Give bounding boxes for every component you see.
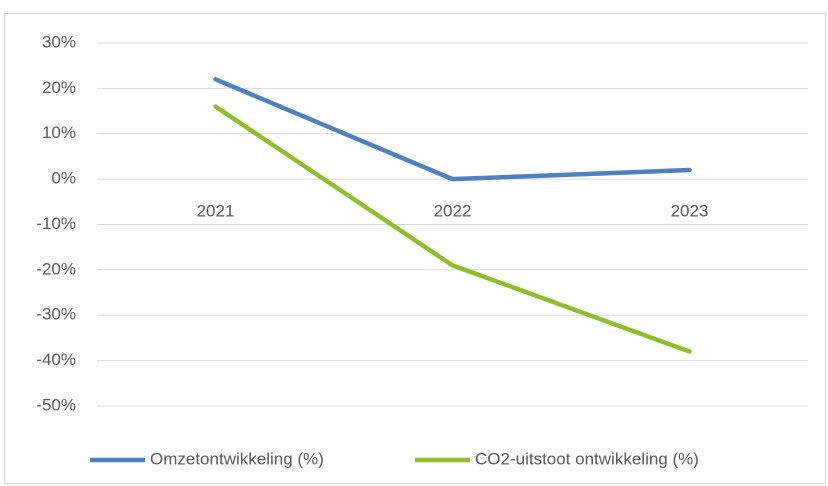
y-tick-label: -20% (36, 259, 76, 278)
y-tick-label: 20% (42, 78, 76, 97)
y-tick-label: 0% (51, 169, 76, 188)
y-tick-label: -10% (36, 214, 76, 233)
x-tick-label: 2021 (197, 202, 235, 221)
y-tick-label: -50% (36, 395, 76, 414)
x-tick-label: 2023 (671, 202, 709, 221)
legend-label: Omzetontwikkeling (%) (150, 449, 324, 468)
y-tick-label: -30% (36, 305, 76, 324)
y-tick-label: 10% (42, 123, 76, 142)
x-tick-label: 2022 (434, 202, 472, 221)
series-line (213, 77, 692, 182)
chart-frame (4, 13, 826, 484)
series-line (213, 104, 692, 354)
legend-label: CO2-uitstoot ontwikkeling (%) (475, 449, 699, 468)
y-tick-label: 30% (42, 32, 76, 51)
y-tick-label: -40% (36, 350, 76, 369)
